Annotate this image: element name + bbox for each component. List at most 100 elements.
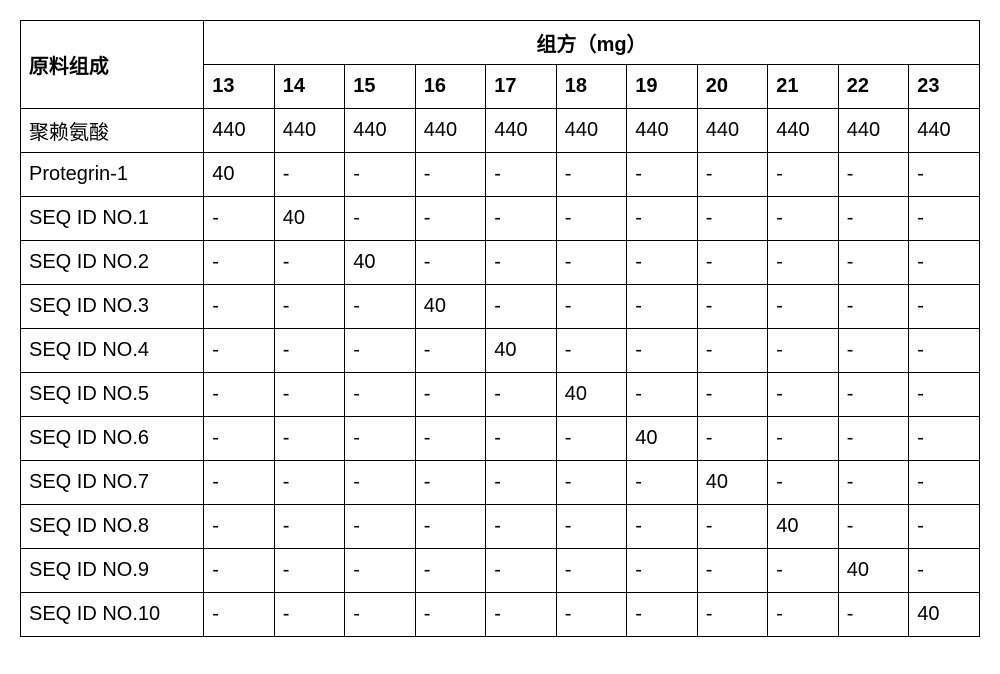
- row-label: SEQ ID NO.7: [21, 461, 204, 505]
- table-cell: -: [556, 549, 627, 593]
- table-cell: -: [909, 197, 980, 241]
- table-cell: 40: [274, 197, 345, 241]
- table-row: SEQ ID NO.5-----40-----: [21, 373, 980, 417]
- table-cell: -: [838, 417, 909, 461]
- col-header: 20: [697, 65, 768, 109]
- table-cell: 40: [697, 461, 768, 505]
- table-body: 聚赖氨酸440440440440440440440440440440440Pro…: [21, 109, 980, 637]
- table-cell: -: [556, 417, 627, 461]
- row-label-header: 原料组成: [21, 21, 204, 109]
- col-header: 21: [768, 65, 839, 109]
- table-cell: -: [415, 197, 486, 241]
- row-label: SEQ ID NO.6: [21, 417, 204, 461]
- table-cell: -: [415, 153, 486, 197]
- col-header: 16: [415, 65, 486, 109]
- table-cell: 440: [486, 109, 557, 153]
- table-cell: -: [556, 197, 627, 241]
- table-cell: -: [768, 417, 839, 461]
- table-cell: -: [909, 505, 980, 549]
- table-cell: -: [697, 329, 768, 373]
- col-header: 15: [345, 65, 416, 109]
- table-cell: -: [345, 373, 416, 417]
- table-cell: -: [415, 241, 486, 285]
- table-cell: -: [204, 373, 275, 417]
- table-cell: -: [415, 461, 486, 505]
- table-cell: -: [697, 593, 768, 637]
- col-header: 13: [204, 65, 275, 109]
- table-cell: -: [556, 153, 627, 197]
- table-row: SEQ ID NO.10----------40: [21, 593, 980, 637]
- table-cell: 440: [627, 109, 698, 153]
- table-cell: -: [909, 241, 980, 285]
- table-cell: -: [486, 417, 557, 461]
- table-cell: -: [697, 241, 768, 285]
- table-cell: -: [486, 593, 557, 637]
- table-cell: -: [274, 153, 345, 197]
- table-cell: -: [627, 373, 698, 417]
- table-cell: -: [627, 461, 698, 505]
- row-label: SEQ ID NO.10: [21, 593, 204, 637]
- table-cell: -: [909, 153, 980, 197]
- table-cell: -: [697, 153, 768, 197]
- col-header: 17: [486, 65, 557, 109]
- table-cell: -: [204, 197, 275, 241]
- table-cell: -: [697, 285, 768, 329]
- table-cell: -: [768, 329, 839, 373]
- table-cell: 40: [204, 153, 275, 197]
- table-cell: -: [838, 153, 909, 197]
- table-cell: -: [415, 417, 486, 461]
- table-cell: 40: [838, 549, 909, 593]
- table-cell: 40: [556, 373, 627, 417]
- table-row: SEQ ID NO.6------40----: [21, 417, 980, 461]
- table-cell: -: [838, 593, 909, 637]
- table-header: 原料组成 组方（mg） 13 14 15 16 17 18 19 20 21 2…: [21, 21, 980, 109]
- table-cell: -: [345, 329, 416, 373]
- table-cell: -: [838, 285, 909, 329]
- table-cell: -: [204, 505, 275, 549]
- table-cell: -: [274, 373, 345, 417]
- table-cell: -: [486, 153, 557, 197]
- table-cell: 440: [556, 109, 627, 153]
- table-cell: 40: [415, 285, 486, 329]
- row-label: SEQ ID NO.3: [21, 285, 204, 329]
- table-cell: -: [556, 461, 627, 505]
- table-cell: 440: [697, 109, 768, 153]
- table-cell: -: [838, 197, 909, 241]
- table-cell: -: [345, 285, 416, 329]
- formulation-table: 原料组成 组方（mg） 13 14 15 16 17 18 19 20 21 2…: [20, 20, 980, 637]
- table-row: SEQ ID NO.9---------40-: [21, 549, 980, 593]
- table-cell: -: [415, 593, 486, 637]
- table-cell: -: [768, 549, 839, 593]
- col-header: 14: [274, 65, 345, 109]
- col-header: 22: [838, 65, 909, 109]
- table-cell: 440: [204, 109, 275, 153]
- table-cell: -: [274, 329, 345, 373]
- table-cell: -: [697, 373, 768, 417]
- table-cell: -: [556, 593, 627, 637]
- table-row: Protegrin-140----------: [21, 153, 980, 197]
- table-cell: -: [486, 461, 557, 505]
- table-cell: -: [768, 153, 839, 197]
- table-cell: -: [838, 461, 909, 505]
- table-cell: -: [627, 153, 698, 197]
- table-cell: -: [556, 505, 627, 549]
- table-cell: 440: [415, 109, 486, 153]
- table-cell: -: [627, 549, 698, 593]
- table-cell: -: [345, 153, 416, 197]
- table-cell: -: [627, 505, 698, 549]
- table-row: SEQ ID NO.8--------40--: [21, 505, 980, 549]
- table-cell: -: [204, 549, 275, 593]
- table-cell: -: [909, 461, 980, 505]
- table-cell: -: [486, 285, 557, 329]
- table-cell: -: [204, 241, 275, 285]
- table-cell: -: [768, 461, 839, 505]
- table-cell: -: [274, 593, 345, 637]
- table-row: SEQ ID NO.3---40-------: [21, 285, 980, 329]
- table-cell: 40: [909, 593, 980, 637]
- table-cell: -: [204, 593, 275, 637]
- group-label-header: 组方（mg）: [204, 21, 980, 65]
- table-cell: -: [697, 417, 768, 461]
- table-cell: -: [768, 241, 839, 285]
- table-cell: -: [838, 373, 909, 417]
- table-cell: -: [345, 197, 416, 241]
